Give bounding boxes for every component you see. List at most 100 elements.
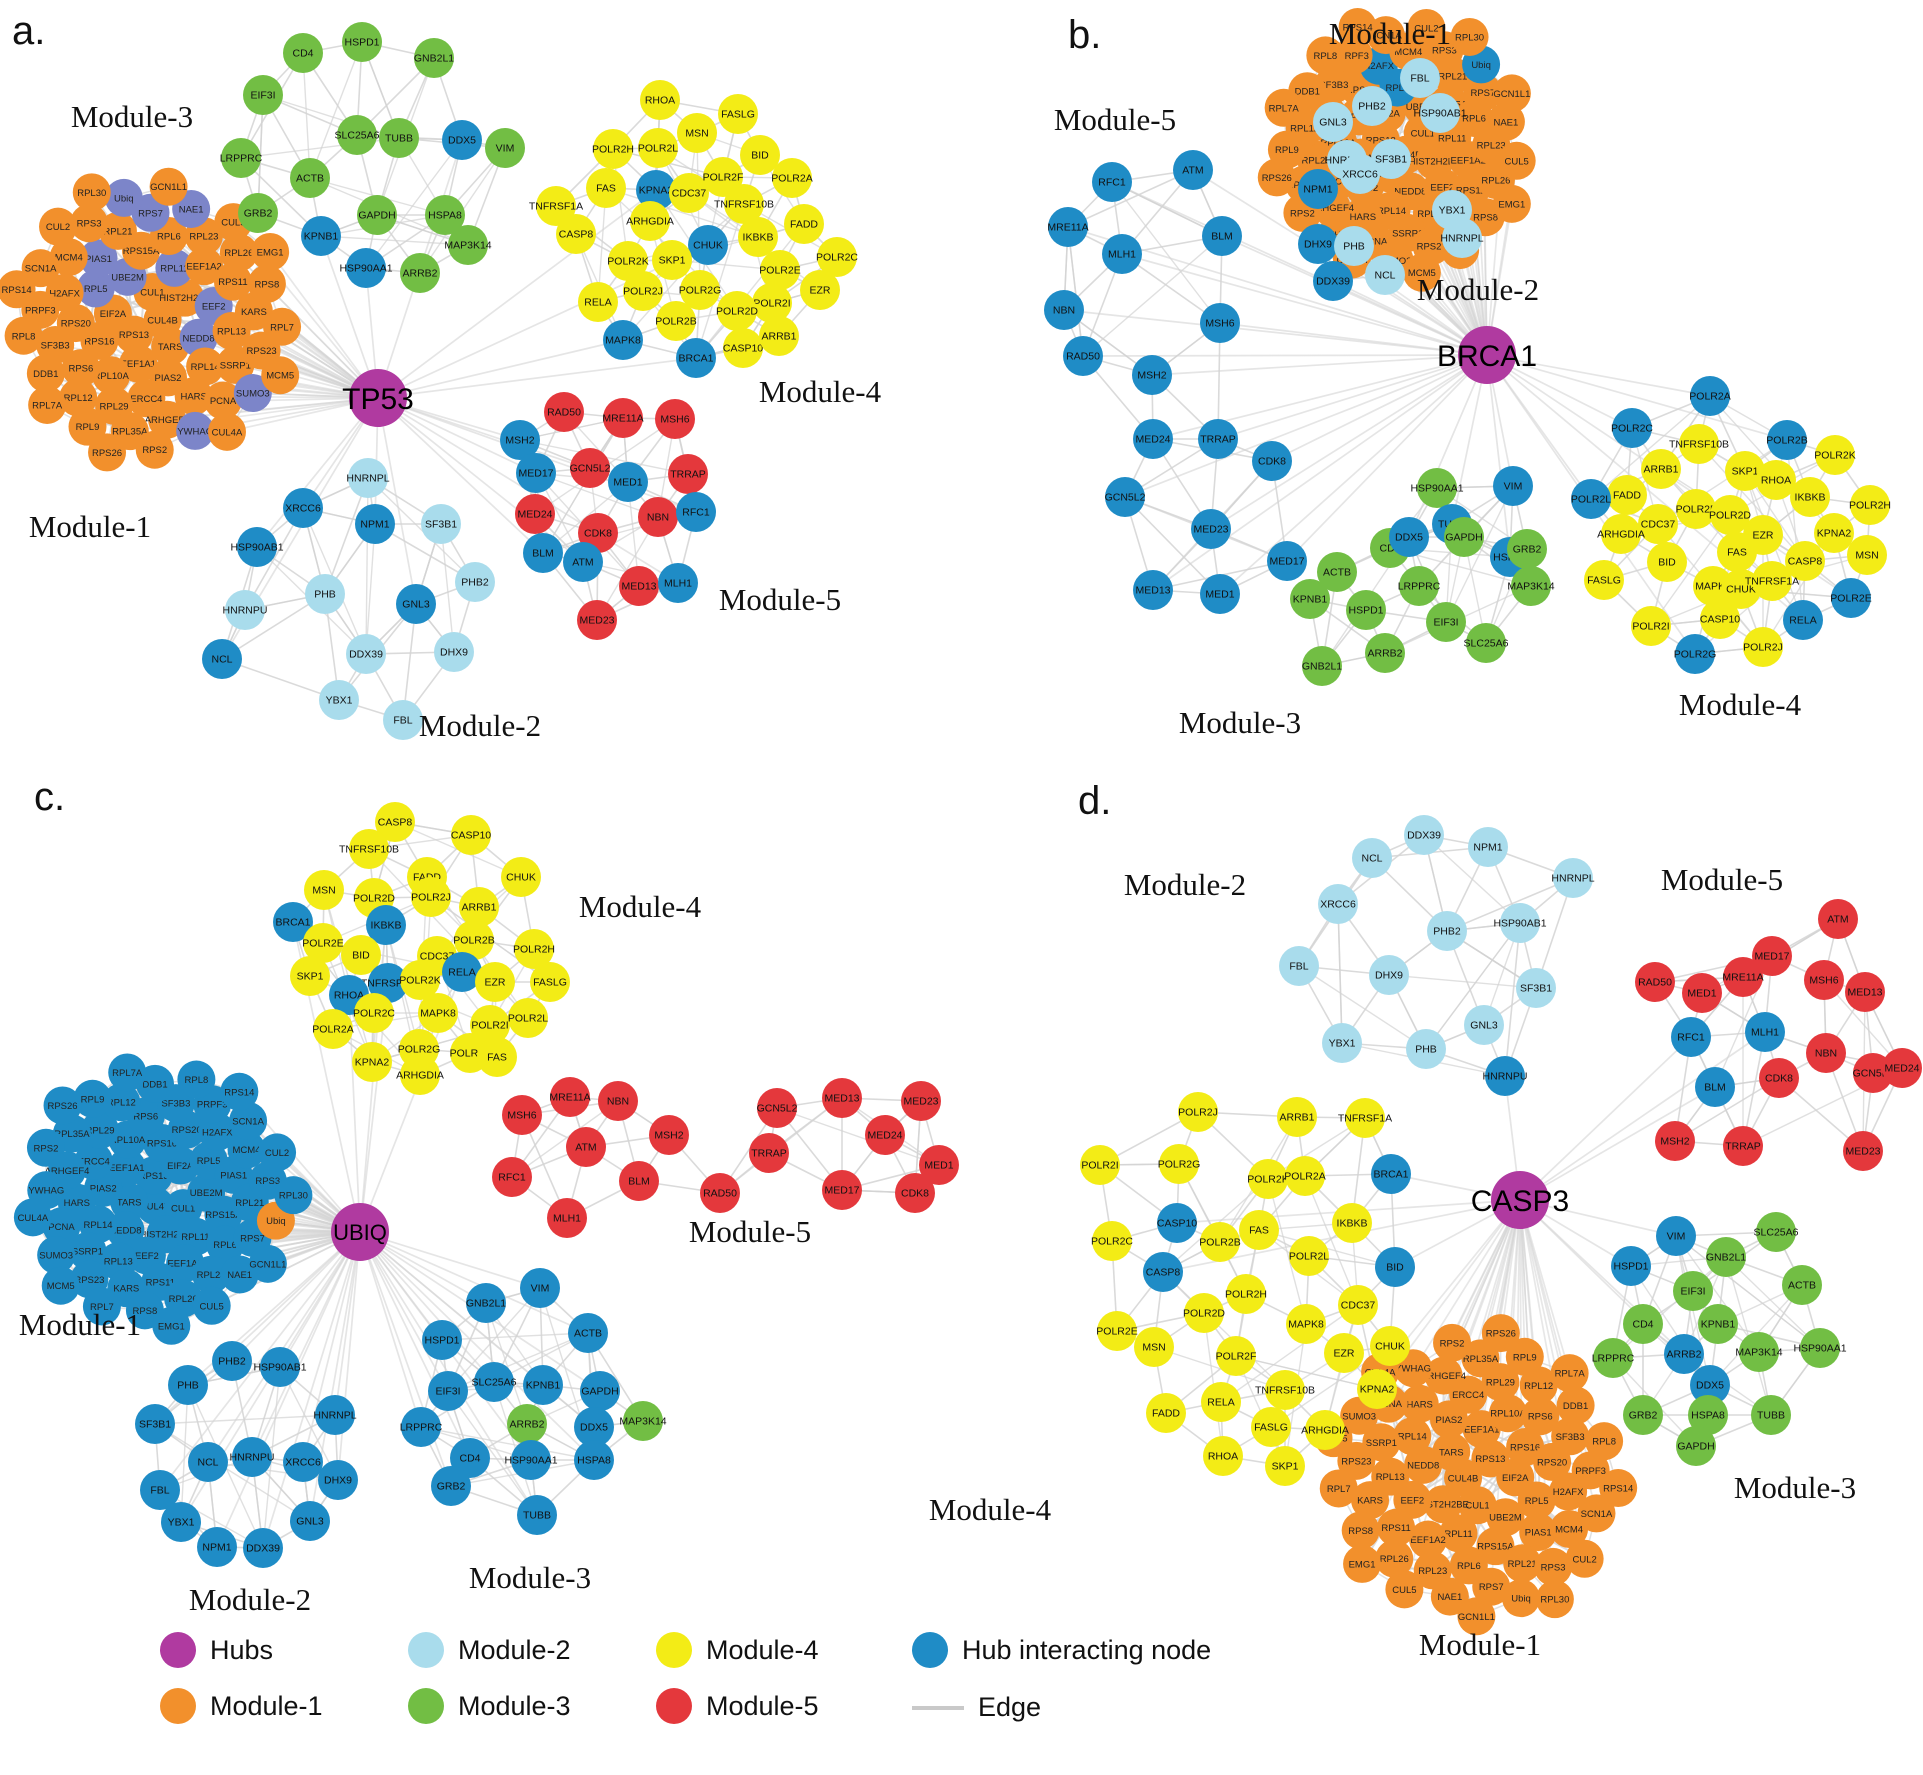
node-label-MED1: MED1 [1205, 589, 1234, 601]
node-label-RPL7A: RPL7A [1555, 1369, 1586, 1380]
node-label-RFC1: RFC1 [682, 507, 710, 519]
node-ARRB1 [759, 316, 799, 356]
node-label-PCNA: PCNA [1361, 237, 1388, 248]
node-label-GRB2: GRB2 [437, 1481, 466, 1493]
node-TRRAP [1198, 419, 1238, 459]
node-label-POLR2L: POLR2L [638, 143, 678, 155]
node-label-CUL1: CUL1 [171, 1204, 195, 1215]
node-MRE11A [550, 1077, 590, 1117]
node-label-EMG1: EMG1 [1498, 199, 1525, 210]
edge [302, 52, 311, 179]
edge [207, 1231, 361, 1463]
node-label-POLR2I: POLR2I [1081, 1160, 1118, 1172]
node-GCN5L2 [570, 448, 610, 488]
node-label-RPL21: RPL21 [1508, 1559, 1537, 1570]
edge [1423, 834, 1521, 924]
node-label-CASP8: CASP8 [1788, 556, 1823, 568]
node-CDC37 [669, 173, 709, 213]
node-POLR2A [1285, 1156, 1325, 1196]
node-label-TNFRSF1A: TNFRSF1A [1745, 576, 1799, 588]
node-label-YBX1: YBX1 [1329, 1038, 1356, 1050]
node-label-LRPPRC: LRPPRC [1398, 581, 1441, 593]
node-label-RPS13: RPS13 [119, 330, 149, 341]
node-label-SLC25A6: SLC25A6 [472, 1377, 517, 1389]
node-POLR2F [1676, 489, 1716, 529]
node-EMG1 [1343, 1544, 1382, 1583]
node-POLR2A [1690, 376, 1730, 416]
node-Ubiq [1502, 1579, 1541, 1618]
node-label-RPL14: RPL14 [1377, 206, 1406, 217]
node-TNFRSF1A [536, 186, 576, 226]
node-label-MCM4: MCM4 [1394, 47, 1422, 58]
node-label-EIF2A: EIF2A [100, 309, 127, 320]
node-label-CD4: CD4 [1632, 1319, 1653, 1331]
legend-label: Edge [978, 1692, 1042, 1722]
node-POLR2E [1097, 1311, 1137, 1351]
node-label-BID: BID [1386, 1262, 1404, 1274]
node-PHB2 [1427, 911, 1467, 951]
node-BID [341, 935, 381, 975]
node-PIAS1 [1519, 1513, 1558, 1552]
node-label-NBN: NBN [607, 1096, 629, 1108]
node-GNB2L1 [466, 1283, 506, 1323]
node-RPL7A [108, 1053, 147, 1092]
node-label-CUL5: CUL5 [200, 1301, 224, 1312]
node-ARHGDIA [630, 201, 670, 241]
node-label-CASP10: CASP10 [1700, 614, 1740, 626]
node-CDC37 [1638, 504, 1678, 544]
node-label-RPS15A: RPS15A [123, 246, 160, 257]
node-DHX9 [434, 632, 474, 672]
node-FBL [1279, 946, 1319, 986]
node-NEDD8 [1404, 1445, 1443, 1484]
module-label: Module-1 [29, 509, 151, 544]
node-NCL [1365, 255, 1405, 295]
node-label-DDX5: DDX5 [1696, 1380, 1724, 1392]
node-label-HNRNPL: HNRNPL [313, 1410, 356, 1422]
node-RPL9 [68, 407, 107, 446]
panel-b-nodes: CUL4BRPS13CUL1TARSEIF2AHIST2H2BEEEF1A1UB… [1044, 8, 1891, 686]
legend-label: Module-3 [458, 1690, 571, 1721]
node-label-KPNA2: KPNA2 [355, 1057, 390, 1069]
node-DDX39 [1404, 815, 1444, 855]
node-label-MAP3K14: MAP3K14 [444, 240, 491, 252]
node-label-VIM: VIM [531, 1283, 550, 1295]
node-CUL2 [1407, 8, 1446, 47]
node-POLR2A [313, 1009, 353, 1049]
node-label-RPL14: RPL14 [1398, 1432, 1427, 1443]
panel-b-labels: b. Module-1 Module-5 Module-2 Module-4 Module… [1054, 13, 1802, 740]
node-label-PHB2: PHB2 [461, 577, 489, 589]
edge [1674, 1077, 1780, 1142]
node-label-EEF1A1: EEF1A1 [109, 1163, 144, 1174]
edge [1082, 354, 1488, 357]
node-label-MSN: MSN [685, 128, 708, 140]
node-label-FAS: FAS [1249, 1225, 1269, 1237]
node-RPS26 [88, 433, 127, 472]
node-label-UBE2M: UBE2M [1489, 1513, 1522, 1524]
node-label-RPS3: RPS3 [1541, 1562, 1566, 1573]
node-POLR2L [508, 998, 548, 1038]
node-DDX39 [346, 634, 386, 674]
node-label-CDC37: CDC37 [1341, 1300, 1376, 1312]
node-label-VIM: VIM [1504, 481, 1523, 493]
node-label-RPL13: RPL13 [217, 326, 246, 337]
node-label-RPL23: RPL23 [189, 232, 218, 243]
node-GNL3 [1313, 102, 1353, 142]
node-NAE1 [1486, 102, 1525, 141]
node-VIM [1493, 466, 1533, 506]
edge [334, 1231, 361, 1416]
node-FASLG [1584, 560, 1624, 600]
edge [377, 397, 544, 554]
node-label-KPNA2: KPNA2 [1360, 1384, 1395, 1396]
node-RPL9 [73, 1079, 112, 1118]
node-label-RPL14: RPL14 [191, 362, 220, 373]
node-label-CDK8: CDK8 [584, 528, 612, 540]
node-label-RPS23: RPS23 [1417, 242, 1447, 253]
node-label-RPS14: RPS14 [1343, 23, 1373, 34]
node-NPM1 [355, 504, 395, 544]
node-label-HIST2H2BE: HIST2H2BE [1409, 157, 1461, 168]
node-label-ARHGEF4: ARHGEF4 [1309, 203, 1354, 214]
node-label-POLR2F: POLR2F [703, 172, 744, 184]
node-label-POLR2K: POLR2K [399, 975, 440, 987]
node-label-TRRAP: TRRAP [670, 469, 706, 481]
node-label-FASLG: FASLG [1587, 575, 1621, 587]
